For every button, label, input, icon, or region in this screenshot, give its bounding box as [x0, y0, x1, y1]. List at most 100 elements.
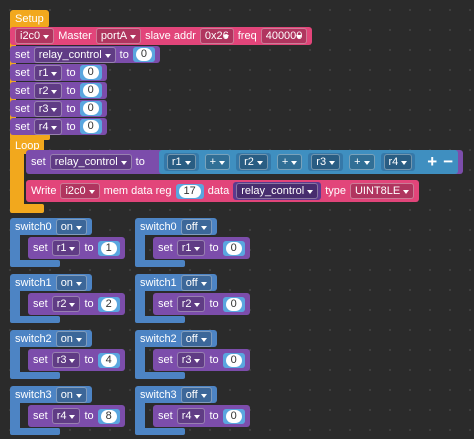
variable-block: r2: [236, 153, 271, 171]
dropdown[interactable]: on: [55, 386, 87, 403]
switch-frame: [135, 286, 145, 320]
switch-frame-bottom: [135, 316, 185, 323]
dropdown[interactable]: off: [180, 386, 212, 403]
dropdown[interactable]: r2: [51, 296, 81, 312]
dropdown[interactable]: relay_control: [236, 183, 319, 199]
label: slave addr: [145, 30, 196, 42]
dropdown[interactable]: off: [180, 330, 212, 347]
dropdown[interactable]: r4: [33, 118, 63, 135]
number-field[interactable]: 8: [100, 409, 117, 423]
number-field[interactable]: 0: [225, 353, 242, 367]
set-block: set r2 to 0: [153, 293, 250, 315]
dropdown[interactable]: +: [276, 154, 303, 170]
switch-frame: [10, 342, 20, 376]
number-field[interactable]: 4: [100, 353, 117, 367]
label: Loop: [15, 139, 40, 152]
number-field[interactable]: 0: [225, 409, 242, 423]
number-field[interactable]: 0: [82, 84, 99, 97]
switch-block: switch1 on: [10, 274, 92, 291]
dropdown[interactable]: portA: [95, 28, 142, 44]
set-block: set r2 to 0: [10, 82, 107, 99]
dropdown[interactable]: +: [349, 154, 375, 170]
set-block: set r1 to 0: [10, 64, 107, 81]
switch-frame-bottom: [10, 372, 60, 379]
dropdown[interactable]: r2: [33, 82, 63, 99]
dropdown[interactable]: r3: [176, 352, 206, 368]
dropdown[interactable]: r4: [51, 408, 81, 424]
dropdown[interactable]: r1: [51, 240, 81, 256]
add-button[interactable]: +: [427, 152, 438, 171]
set-block: set r3 to 0: [10, 100, 107, 117]
dropdown[interactable]: r3: [51, 352, 81, 368]
label: Write: [31, 185, 57, 197]
number-field[interactable]: 0: [225, 297, 242, 311]
label: set: [15, 102, 30, 115]
dropdown[interactable]: i2c0: [60, 183, 100, 199]
label: switch2: [140, 332, 177, 345]
number-field[interactable]: 0: [82, 120, 99, 133]
dropdown[interactable]: off: [180, 218, 212, 235]
dropdown[interactable]: +: [204, 154, 231, 170]
switch-frame-bottom: [10, 316, 60, 323]
number-field[interactable]: 1: [100, 241, 117, 255]
label: set: [158, 354, 173, 366]
dropdown[interactable]: r4: [176, 408, 206, 424]
number-block: 4: [97, 352, 120, 368]
label: to: [66, 66, 76, 79]
dropdown[interactable]: r1: [33, 64, 63, 81]
number-field[interactable]: 0: [225, 241, 242, 255]
variable-block: r3: [308, 153, 344, 171]
number-field[interactable]: 0: [82, 66, 99, 79]
dropdown[interactable]: r2: [239, 154, 268, 170]
dropdown[interactable]: on: [55, 218, 87, 235]
number-field[interactable]: 17: [178, 184, 201, 198]
loop-frame-bottom: [10, 204, 44, 213]
dropdown[interactable]: r3: [33, 100, 63, 117]
number-block: 0: [222, 352, 245, 368]
dropdown[interactable]: off: [180, 274, 212, 291]
label: set: [158, 242, 173, 254]
number-block: 0: [222, 240, 245, 256]
switch-frame: [135, 342, 145, 376]
number-field[interactable]: 0: [82, 102, 99, 115]
number-field[interactable]: 0: [135, 48, 152, 61]
dropdown[interactable]: UINT8LE: [349, 183, 415, 199]
set-block: set r3 to 4: [28, 349, 125, 371]
dropdown[interactable]: r1: [176, 240, 206, 256]
label: set: [33, 298, 48, 310]
dropdown[interactable]: relay_control: [49, 154, 132, 170]
set-block: set r1 to 0: [153, 237, 250, 259]
label: set: [33, 242, 48, 254]
switch-block: switch3 off: [135, 386, 217, 403]
dropdown[interactable]: r3: [311, 154, 341, 170]
number-block: 1: [97, 240, 120, 256]
switch-frame: [10, 230, 20, 264]
remove-button[interactable]: −: [443, 152, 454, 171]
dropdown[interactable]: relay_control: [33, 46, 116, 63]
set-block: set r4 to 8: [28, 405, 125, 427]
label: switch0: [15, 220, 52, 233]
number-field[interactable]: 2: [100, 297, 117, 311]
number-block: 0: [79, 101, 102, 116]
field[interactable]: 0x26: [199, 28, 234, 44]
label: to: [66, 102, 76, 115]
switch-frame-bottom: [135, 260, 185, 267]
label: mem data reg: [103, 185, 172, 197]
label: switch2: [15, 332, 52, 345]
switch-block: switch2 off: [135, 330, 217, 347]
field[interactable]: 400000: [260, 28, 308, 44]
label: set: [33, 354, 48, 366]
dropdown[interactable]: r1: [166, 154, 196, 170]
dropdown[interactable]: on: [55, 330, 87, 347]
number-block: 0: [79, 119, 102, 134]
label: switch3: [15, 388, 52, 401]
write-block: Write i2c0 mem data reg 17 data relay_control…: [26, 180, 420, 202]
label: to: [84, 354, 94, 366]
dropdown[interactable]: on: [55, 274, 87, 291]
dropdown[interactable]: i2c0: [15, 28, 55, 44]
dropdown[interactable]: r4: [383, 154, 413, 170]
dropdown[interactable]: r2: [176, 296, 206, 312]
switch-frame-bottom: [135, 428, 185, 435]
switch-frame: [135, 230, 145, 264]
switch-frame: [10, 286, 20, 320]
